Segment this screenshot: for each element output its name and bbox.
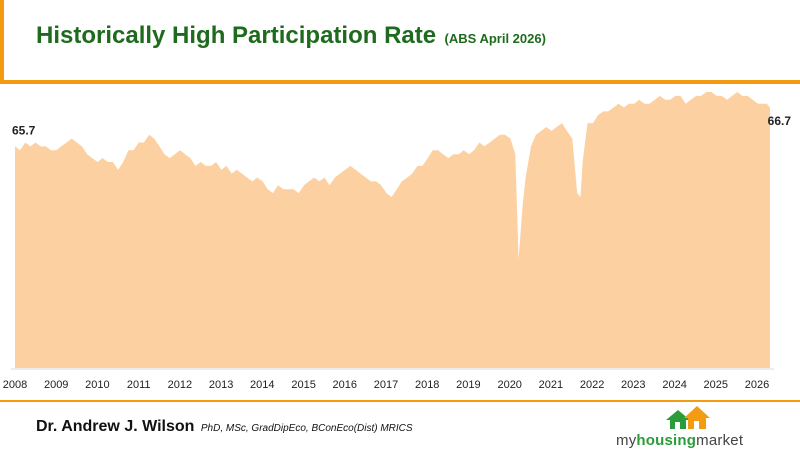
author-block: Dr. Andrew J. Wilson PhD, MSc, GradDipEc… — [36, 418, 413, 436]
end-value-label: 66.7 — [768, 114, 792, 128]
x-tick-label: 2015 — [291, 379, 315, 391]
x-tick-label: 2025 — [704, 379, 728, 391]
house-icon — [666, 406, 710, 429]
x-tick-label: 2026 — [745, 379, 769, 391]
x-tick-label: 2010 — [85, 379, 109, 391]
x-tick-label: 2024 — [662, 379, 686, 391]
chart-area: 2008 2009 2010 2011 2012 2013 2014 2015 2016 2017… — [0, 84, 800, 400]
x-tick-label: 2019 — [456, 379, 480, 391]
x-tick-label: 2021 — [539, 379, 563, 391]
footer-divider — [0, 400, 800, 402]
x-tick-label: 2018 — [415, 379, 439, 391]
header-accent-bar — [0, 0, 4, 84]
author-credentials: PhD, MSc, GradDipEco, BConEco(Dist) MRIC… — [200, 423, 413, 434]
x-tick-label: 2022 — [580, 379, 604, 391]
start-value-label: 65.7 — [12, 123, 36, 137]
header: Historically High Participation Rate (AB… — [0, 0, 800, 84]
wordmark-part-1: my — [616, 432, 637, 449]
x-tick-label: 2011 — [127, 379, 151, 391]
participation-area-chart: 2008 2009 2010 2011 2012 2013 2014 2015 2016 2017… — [3, 92, 792, 391]
footer: Dr. Andrew J. Wilson PhD, MSc, GradDipEc… — [0, 402, 800, 454]
x-tick-label: 2013 — [209, 379, 233, 391]
author-name: Dr. Andrew J. Wilson — [36, 418, 195, 435]
x-tick-label: 2012 — [168, 379, 192, 391]
wordmark-part-2: housing — [636, 432, 697, 449]
wordmark-part-3: market — [696, 432, 744, 449]
brand-wordmark: myhousingmarket — [616, 432, 743, 449]
x-tick-label: 2009 — [44, 379, 68, 391]
x-tick-label: 2014 — [250, 379, 274, 391]
x-tick-label: 2023 — [621, 379, 645, 391]
participation-area — [15, 92, 770, 368]
x-tick-label: 2008 — [3, 379, 27, 391]
header-divider — [0, 80, 800, 84]
x-tick-label: 2017 — [374, 379, 398, 391]
x-tick-label: 2020 — [497, 379, 521, 391]
page-subtitle: (ABS April 2026) — [444, 31, 546, 46]
brand-logo: myhousingmarket — [616, 404, 766, 452]
title-block: Historically High Participation Rate (AB… — [36, 22, 546, 50]
x-tick-label: 2016 — [333, 379, 357, 391]
page-title: Historically High Participation Rate — [36, 22, 437, 49]
